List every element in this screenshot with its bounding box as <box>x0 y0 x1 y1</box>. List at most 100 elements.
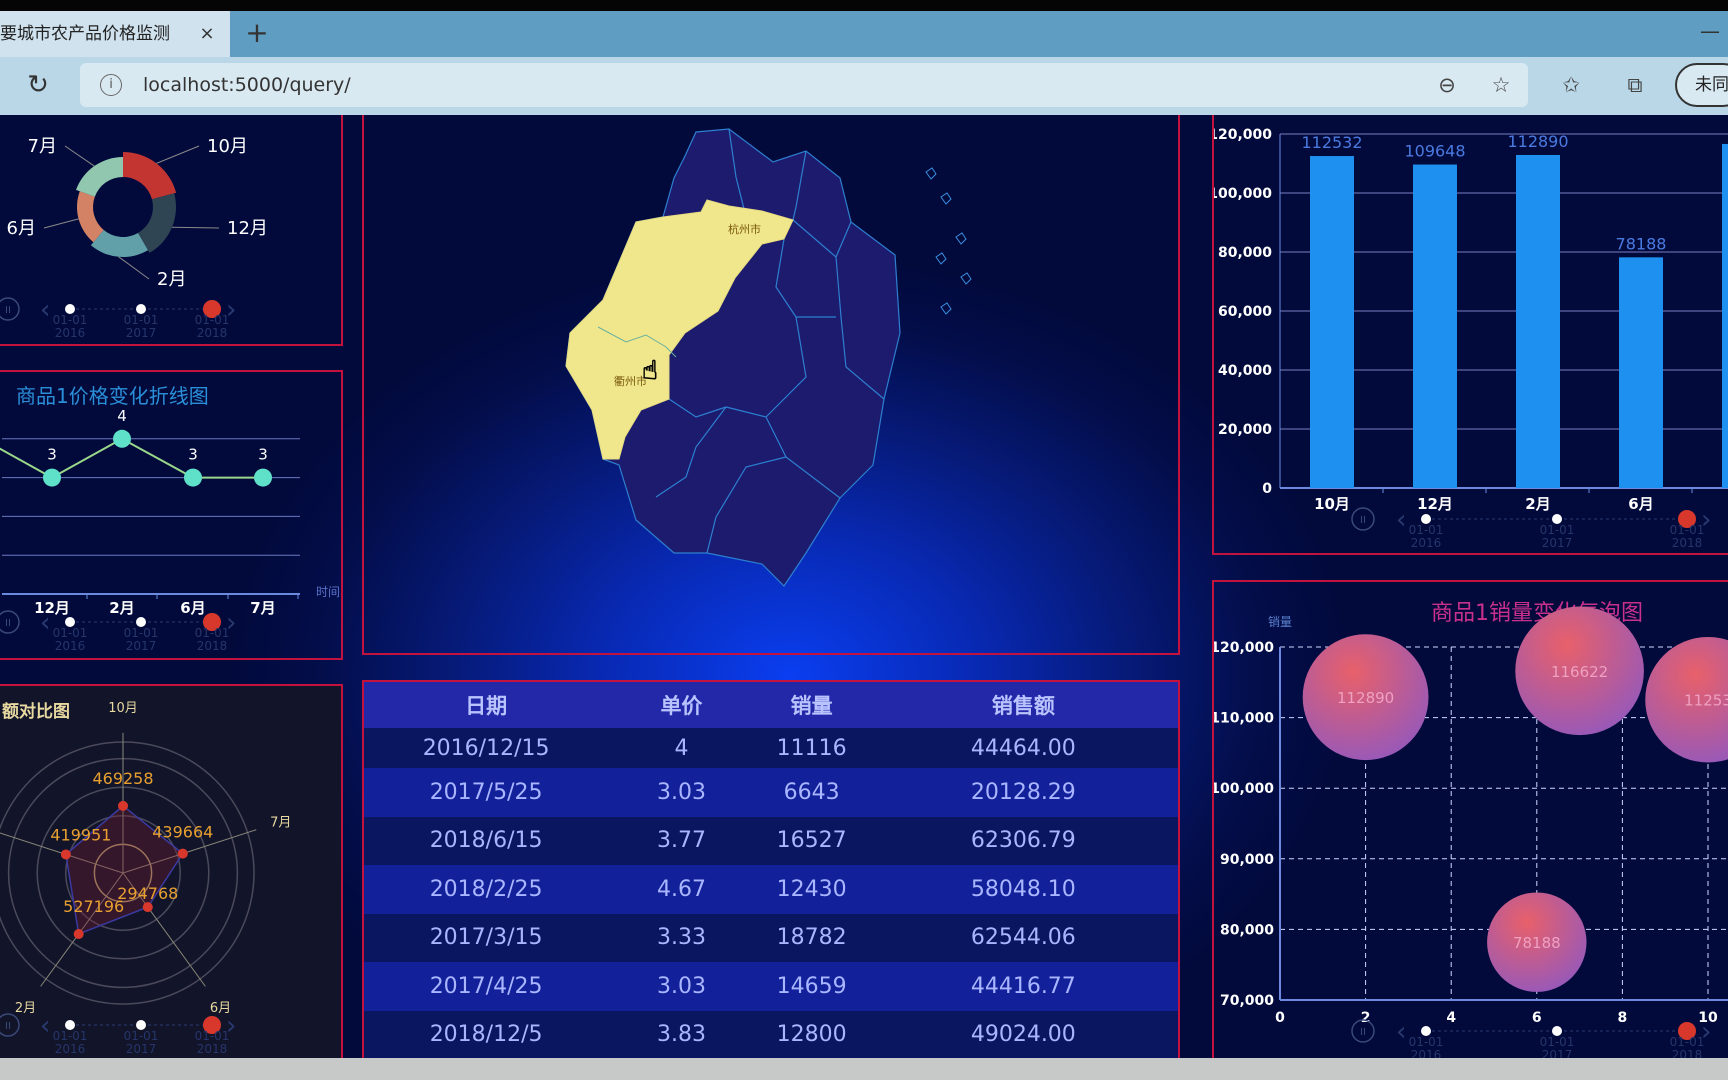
pie-slice[interactable] <box>138 193 176 253</box>
table-cell: 44464.00 <box>868 728 1178 768</box>
favorites-icon[interactable]: ✩ <box>1562 73 1580 97</box>
timeline-play-pause-button[interactable] <box>0 297 20 321</box>
island-shape <box>940 302 952 315</box>
timeline-point[interactable] <box>1421 1026 1431 1036</box>
tab-active[interactable]: 要城市农产品价格监测 <box>0 11 230 57</box>
timeline-point[interactable] <box>136 617 146 627</box>
x-axis-name: 时间 <box>316 585 340 599</box>
minimize-button[interactable]: — <box>1700 19 1720 43</box>
timeline-point[interactable] <box>203 1016 221 1034</box>
bubble[interactable] <box>1515 606 1644 736</box>
timeline-point[interactable] <box>65 1020 75 1030</box>
table-row: 2017/5/25 3.03 6643 20128.29 <box>364 768 1178 817</box>
radar-point[interactable] <box>73 928 84 939</box>
timeline-next-icon[interactable]: › <box>1701 1017 1711 1047</box>
timeline-label: 2018 <box>197 326 228 340</box>
bar[interactable] <box>1413 164 1457 489</box>
radar-value-label: 527196 <box>63 897 124 916</box>
url-text[interactable]: localhost:5000/query/ <box>143 74 351 96</box>
timeline-play-pause-button[interactable] <box>0 1013 20 1037</box>
column-header[interactable]: 单价 <box>608 682 755 728</box>
timeline-prev-icon[interactable]: ‹ <box>40 608 50 638</box>
tab-close-icon[interactable]: × <box>199 23 215 44</box>
collections-icon[interactable]: ⧉ <box>1627 73 1643 97</box>
y-tick-label: 70,000 <box>1220 993 1274 1009</box>
timeline-prev-icon[interactable]: ‹ <box>40 295 50 325</box>
column-header[interactable]: 销售额 <box>868 682 1178 728</box>
timeline-next-icon[interactable]: › <box>226 608 236 638</box>
radar-point[interactable] <box>177 848 188 859</box>
new-tab-button[interactable]: + <box>245 16 269 49</box>
map-region-highlighted[interactable] <box>565 199 794 460</box>
radar-indicator-label: 6月 <box>210 1001 231 1016</box>
timeline-play-pause-button[interactable] <box>1351 507 1375 531</box>
bubble[interactable] <box>1487 892 1587 992</box>
tab-title: 要城市农产品价格监测 <box>0 24 170 44</box>
timeline-prev-icon[interactable]: ‹ <box>1396 1017 1406 1047</box>
zoom-out-icon[interactable]: ⊖ <box>1438 73 1456 97</box>
window-top-strip <box>0 0 1728 11</box>
timeline-prev-icon[interactable]: ‹ <box>1396 505 1406 535</box>
timeline-prev-icon[interactable]: ‹ <box>40 1011 50 1041</box>
profile-button[interactable]: 未同 <box>1675 63 1728 107</box>
radar-point[interactable] <box>142 902 153 913</box>
timeline-point[interactable] <box>1552 1026 1562 1036</box>
timeline-label: 2016 <box>1411 536 1442 550</box>
radar-point[interactable] <box>60 849 71 860</box>
address-bar[interactable]: i localhost:5000/query/ ⊖ ☆ <box>80 63 1528 107</box>
data-point[interactable] <box>184 468 202 487</box>
bubble-chart-panel: 商品1销量变化气泡图 销量 70,000 80,000 90,000 100,000 110… <box>1212 580 1728 1058</box>
radar-point[interactable] <box>118 800 128 811</box>
bar[interactable] <box>1619 257 1663 488</box>
timeline-point[interactable] <box>136 304 146 314</box>
timeline-next-icon[interactable]: › <box>226 295 236 325</box>
pie-label: 2月 <box>157 269 186 290</box>
data-point[interactable] <box>113 429 131 448</box>
timeline-next-icon[interactable]: › <box>1701 505 1711 535</box>
timeline-point[interactable] <box>65 617 75 627</box>
timeline-point[interactable] <box>1421 514 1431 524</box>
x-tick-label: 2月 <box>1525 495 1550 513</box>
timeline-play-pause-button[interactable] <box>0 610 20 634</box>
pie-label-line <box>118 256 150 280</box>
data-point[interactable] <box>254 468 272 487</box>
timeline-point[interactable] <box>65 304 75 314</box>
timeline-play-pause-button[interactable] <box>1351 1019 1375 1043</box>
hand-cursor-icon: ☝ <box>642 356 658 386</box>
timeline-point[interactable] <box>1552 514 1562 524</box>
pie-slice[interactable] <box>90 229 148 257</box>
bar[interactable] <box>1310 156 1354 489</box>
timeline-label: 2018 <box>197 639 228 653</box>
pie-slice[interactable] <box>123 152 177 200</box>
timeline-point[interactable] <box>203 300 221 318</box>
bubble[interactable] <box>1302 634 1429 761</box>
pie-slice[interactable] <box>77 191 104 243</box>
data-point[interactable] <box>43 468 61 487</box>
column-header[interactable]: 日期 <box>364 682 609 728</box>
timeline-point[interactable] <box>1678 1022 1696 1040</box>
reload-icon[interactable]: ↻ <box>27 70 49 100</box>
table-cell: 2017/4/25 <box>364 962 609 1011</box>
line-series <box>51 437 263 479</box>
bubble[interactable] <box>1645 636 1728 763</box>
bar[interactable] <box>1722 143 1728 489</box>
table-cell: 4 <box>608 728 755 768</box>
info-icon[interactable]: i <box>100 74 122 96</box>
x-tick-label: 8 <box>1618 1010 1628 1026</box>
add-favorite-icon[interactable]: ☆ <box>1491 73 1511 97</box>
timeline-label: 01-01 <box>1670 1035 1705 1049</box>
x-tick-label: 6月 <box>1628 495 1653 513</box>
timeline-next-icon[interactable]: › <box>226 1011 236 1041</box>
y-tick-label: 90,000 <box>1220 852 1274 868</box>
timeline-point[interactable] <box>136 1020 146 1030</box>
timeline-point[interactable] <box>203 613 221 631</box>
radar-value-label: 439664 <box>152 823 213 842</box>
column-header[interactable]: 销量 <box>754 682 869 728</box>
bar[interactable] <box>1516 154 1560 489</box>
timeline-point[interactable] <box>1678 510 1696 528</box>
pie-slice[interactable] <box>76 157 123 197</box>
